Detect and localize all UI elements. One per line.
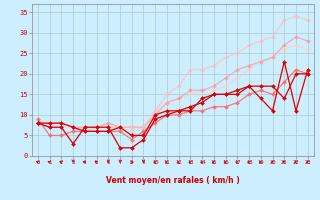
X-axis label: Vent moyen/en rafales ( km/h ): Vent moyen/en rafales ( km/h ) [106, 176, 240, 185]
